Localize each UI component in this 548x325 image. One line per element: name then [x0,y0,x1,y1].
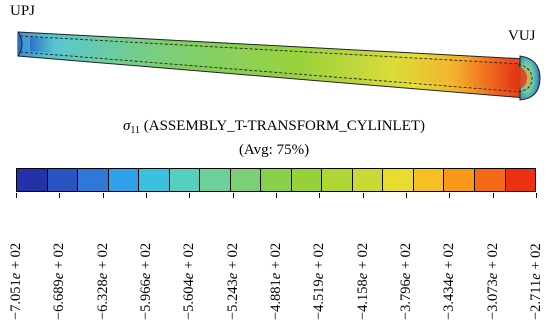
legend-tick-mark [363,193,364,198]
legend-tick-mark [103,193,104,198]
contour-title: σ11 (ASSEMBLY_T-TRANSFORM_CYLINLET) [0,117,548,140]
legend-color-segment [17,169,48,191]
legend-color-segment [78,169,109,191]
legend-color-segment [230,169,262,191]
legend-tick-mark [406,193,407,198]
legend-tick-label: −5.243e + 02 [225,242,241,320]
legend-tick-mark [276,193,277,198]
legend-color-segment [169,169,201,191]
legend-ticks [0,193,548,325]
legend-tick-label: −5.966e + 02 [138,242,154,320]
legend-color-segment [352,169,384,191]
legend-color-segment [413,169,445,191]
color-legend-bar [16,168,536,192]
legend-tick-label: −6.328e + 02 [95,242,111,320]
legend-color-segment [505,169,536,191]
legend-tick-mark [319,193,320,198]
mesh-line-bottom [19,51,523,93]
legend-tick-label: −4.158e + 02 [355,242,371,320]
legend-color-segment [291,169,323,191]
legend-color-segment [47,169,79,191]
legend-tick-mark [449,193,450,198]
legend-color-segment [383,169,414,191]
legend-color-segment [108,169,140,191]
label-vuj: VUJ [508,28,536,44]
legend-tick-label: −6.689e + 02 [51,242,67,320]
label-upj: UPJ [10,3,36,19]
legend-tick-mark [59,193,60,198]
legend-tick-label: −4.519e + 02 [311,242,327,320]
left-end-face [17,31,23,57]
stress-symbol: σ [122,118,131,134]
legend-tick-label: −3.073e + 02 [485,242,501,320]
legend-tick-mark [146,193,147,198]
hot-spot [509,67,527,89]
legend-tick-label: −2.711e + 02 [528,243,544,320]
legend-tick-mark [16,193,17,198]
legend-tick-mark [493,193,494,198]
legend-tick-mark [233,193,234,198]
mesh-line-top [19,35,523,65]
legend-color-segment [322,169,353,191]
averaging-note: (Avg: 75%) [238,142,310,158]
legend-color-segment [139,169,170,191]
legend-tick-label: −7.051e + 02 [8,242,24,320]
legend-tick-label: −3.796e + 02 [398,242,414,320]
tube-bore [30,37,520,90]
legend-color-segment [444,169,475,191]
legend-color-segment [474,169,506,191]
right-end-inner [517,63,533,93]
stress-subscript: 11 [130,125,140,136]
title-text: (ASSEMBLY_T-TRANSFORM_CYLINLET) [140,118,426,134]
legend-tick-mark [189,193,190,198]
legend-color-segment [261,169,292,191]
legend-tick-label: −4.881e + 02 [268,242,284,320]
legend-tick-label: −5.604e + 02 [181,242,197,320]
legend-color-segment [200,169,231,191]
legend-tick-label: −3.434e + 02 [441,242,457,320]
legend-tick-mark [536,193,537,198]
tube-contour-plot [17,31,541,101]
